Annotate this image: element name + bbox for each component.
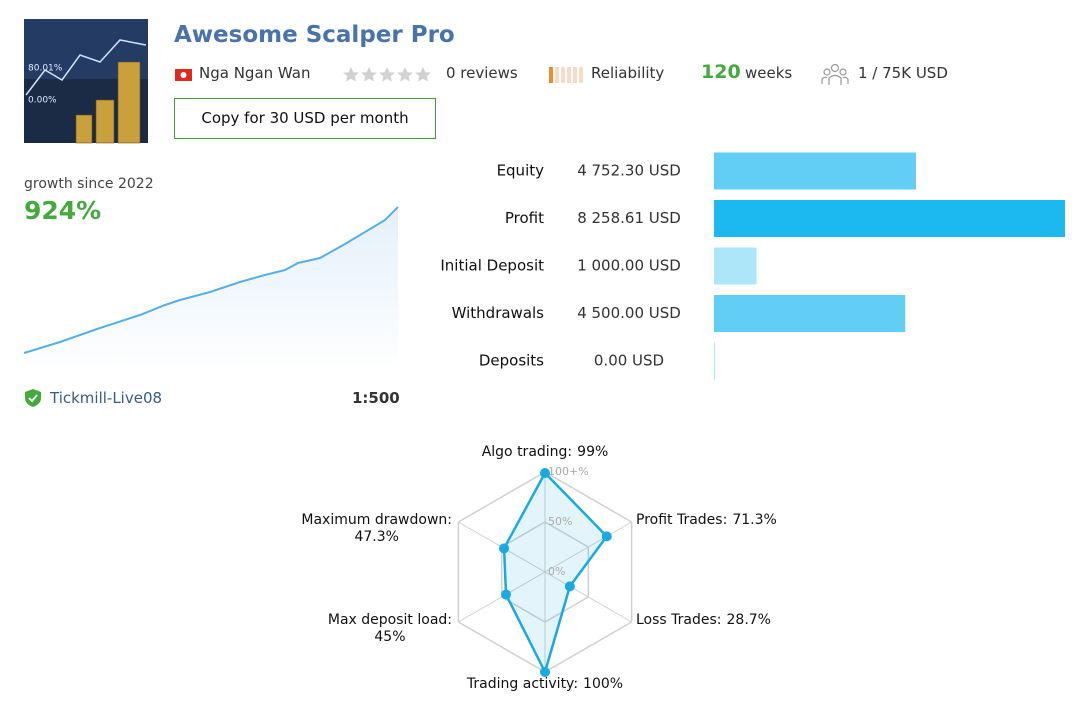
- stat-bar: [714, 295, 906, 332]
- stat-label: Profit: [505, 209, 544, 227]
- radar-axis-label: Profit Trades: 71.3%: [636, 512, 777, 528]
- svg-text:0.00%: 0.00%: [28, 96, 57, 106]
- radar-axis-label: Trading activity: 100%: [466, 676, 623, 692]
- weeks-label: weeks: [745, 64, 793, 82]
- radar-tick-label: 0%: [548, 565, 565, 578]
- stat-bar: [714, 200, 1065, 237]
- radar-point: [501, 589, 512, 600]
- stat-label: Deposits: [479, 352, 544, 370]
- radar-tick-label: 100+%: [548, 465, 589, 478]
- reliability: Reliability: [591, 64, 665, 82]
- radar-spoke: [544, 521, 632, 573]
- radar-tick-label: 50%: [548, 515, 572, 528]
- stat-label: Equity: [497, 162, 545, 180]
- growth-area: [24, 207, 398, 370]
- radar-point: [601, 531, 612, 542]
- author: Nga Ngan Wan: [199, 64, 311, 82]
- radar-axis-value: 99%: [577, 444, 608, 460]
- radar-axis-label: Algo trading: 99%: [482, 444, 609, 460]
- verified-icon: [28, 394, 38, 403]
- radar-axis-name: Loss Trades:: [636, 612, 722, 628]
- stat-bar: [714, 152, 916, 190]
- subscribers-icon: [821, 63, 849, 85]
- verified-icon: [25, 389, 41, 407]
- radar-spoke: [458, 571, 546, 623]
- radar-point: [540, 468, 550, 478]
- stat-bar: [714, 342, 715, 380]
- radar-axis-value: 100%: [583, 676, 623, 692]
- radar-point: [499, 543, 510, 554]
- stat-bar: [714, 247, 757, 285]
- radar-axis-name: Trading activity:: [466, 676, 578, 692]
- broker: Tickmill-Live08: [50, 389, 163, 407]
- signal-title: Awesome Scalper Pro: [174, 22, 455, 48]
- radar-spoke: [544, 571, 632, 623]
- radar-chart: 100+% 50% 0% Algo trading: 99% Profit Trades:…: [301, 444, 776, 692]
- copy-button[interactable]: Copy for 30 USD per month: [174, 98, 436, 139]
- subscribers: 1 / 75K USD: [858, 64, 948, 82]
- radar-axis-name: Max deposit load:: [328, 612, 452, 628]
- radar-axis-label: Loss Trades: 28.7%: [636, 612, 771, 628]
- radar-point: [540, 667, 550, 677]
- stat-value: 4 752.30 USD: [577, 162, 681, 180]
- stat-value: 4 500.00 USD: [577, 304, 681, 322]
- weeks-count: 120: [701, 61, 741, 83]
- stat-label: Initial Deposit: [440, 257, 544, 275]
- svg-text:80.01%: 80.01%: [28, 64, 63, 74]
- radar-axis-value: 47.3%: [354, 529, 398, 545]
- growth-value: 924%: [24, 196, 102, 225]
- stats: Equity 4 752.30 USD Profit 8 258.61 USD Init…: [440, 152, 1065, 380]
- stat-value: 1 000.00 USD: [577, 257, 681, 275]
- radar-axis-value: 28.7%: [727, 612, 771, 628]
- leverage: 1:500: [352, 389, 400, 407]
- growth-line: [23, 206, 399, 354]
- radar-axis-name: Maximum drawdown:: [301, 512, 452, 528]
- stat-value: 0.00 USD: [594, 352, 664, 370]
- growth-label: growth since 2022: [24, 176, 154, 192]
- stat-label: Withdrawals: [452, 304, 545, 322]
- stat-value: 8 258.61 USD: [577, 209, 681, 227]
- radar-axis-name: Profit Trades:: [636, 512, 727, 528]
- reviews: 0 reviews: [446, 64, 518, 82]
- radar-axis-value: 71.3%: [732, 512, 776, 528]
- radar-axis-value: 45%: [374, 629, 405, 645]
- radar-point: [564, 581, 575, 592]
- flag-icon: [180, 72, 187, 78]
- rating-stars: [343, 67, 431, 82]
- thumbnail: 80.01% 0.00%: [24, 19, 148, 144]
- reliability-icon: [549, 67, 583, 83]
- radar-axis-name: Algo trading:: [482, 444, 572, 460]
